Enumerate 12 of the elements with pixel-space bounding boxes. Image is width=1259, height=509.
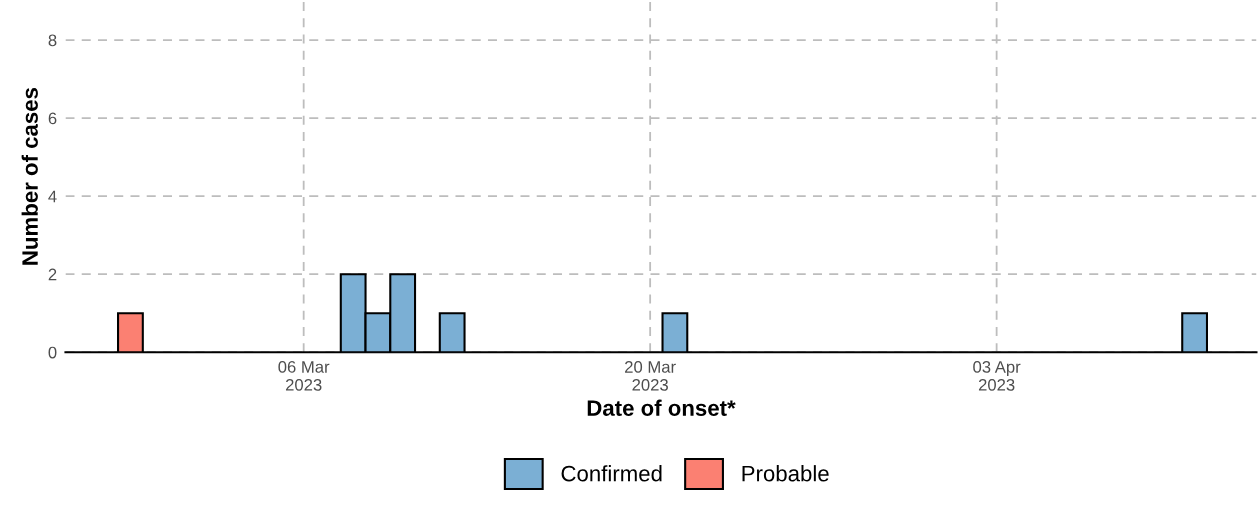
y-axis-title: Number of cases xyxy=(21,87,38,265)
x-tick-label: 06 Mar 2023 xyxy=(278,361,330,391)
x-tick-label: 03 Apr 2023 xyxy=(973,361,1021,391)
legend-label: Confirmed xyxy=(561,465,662,482)
y-tick-label: 6 xyxy=(48,112,57,125)
legend-label: Probable xyxy=(742,465,829,482)
y-tick-label: 4 xyxy=(48,190,57,203)
x-tick-label: 20 Mar 2023 xyxy=(625,361,676,391)
y-tick-label: 2 xyxy=(48,268,57,281)
y-tick-label: 0 xyxy=(48,346,57,359)
y-tick-label: 8 xyxy=(48,34,57,47)
x-axis-title: Date of onset* xyxy=(587,399,736,416)
